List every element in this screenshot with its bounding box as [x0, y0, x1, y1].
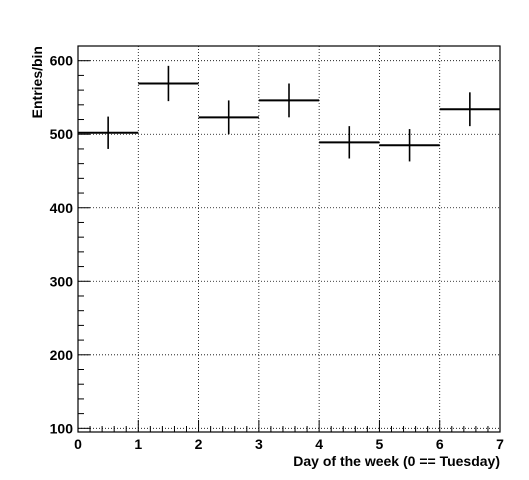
data-marks — [78, 65, 500, 162]
x-tick-label: 7 — [496, 436, 504, 452]
tick-labels: 0 1 2 3 4 5 6 7 100 200 300 400 500 600 — [50, 53, 504, 452]
y-tick-label: 400 — [50, 200, 74, 216]
x-tick-label: 3 — [255, 436, 263, 452]
x-tick-label: 5 — [376, 436, 384, 452]
x-axis-title: Day of the week (0 == Tuesday) — [293, 453, 500, 469]
y-axis-title: Entries/bin — [29, 46, 45, 118]
plot-frame — [77, 45, 501, 433]
x-tick-label: 6 — [436, 436, 444, 452]
x-tick-label: 1 — [134, 436, 142, 452]
y-tick-label: 200 — [50, 347, 74, 363]
y-tick-label: 500 — [50, 126, 74, 142]
x-tick-label: 4 — [315, 436, 323, 452]
x-tick-label: 0 — [74, 436, 82, 452]
y-tick-label: 100 — [50, 420, 74, 436]
y-tick-label: 300 — [50, 273, 74, 289]
y-tick-label: 600 — [50, 53, 74, 69]
x-tick-label: 2 — [195, 436, 203, 452]
axis-ticks — [77, 60, 501, 432]
grid-lines — [78, 46, 500, 432]
